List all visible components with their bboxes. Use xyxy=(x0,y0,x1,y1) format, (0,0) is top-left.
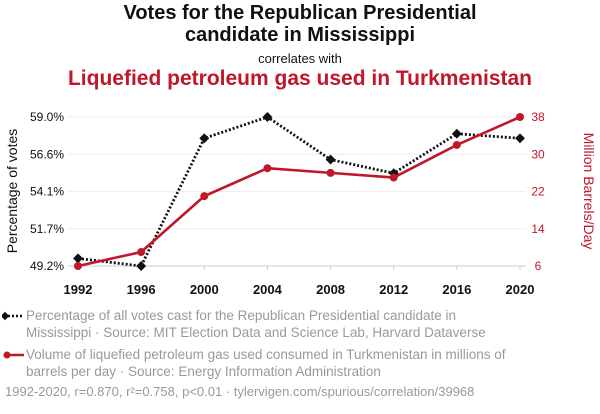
point-lpg xyxy=(452,140,461,149)
left-tick-label: 56.6% xyxy=(30,147,64,161)
point-lpg xyxy=(389,173,398,182)
x-tick-label: 2000 xyxy=(190,282,219,297)
point-votes xyxy=(451,128,462,139)
chart-title-line-1: Votes for the Republican Presidential xyxy=(123,2,477,24)
legend-lpg-line-1: Volume of liquefied petroleum gas used c… xyxy=(26,347,506,362)
gridlines xyxy=(68,116,526,267)
point-votes xyxy=(199,133,210,144)
left-tick-label: 59.0% xyxy=(30,110,64,124)
left-tick-label: 54.1% xyxy=(30,185,64,199)
right-tick-label: 6 xyxy=(535,259,542,273)
right-axis-ticks: 6 14 22 30 38 xyxy=(531,110,545,273)
series-line-lpg xyxy=(77,115,521,268)
x-tick-label: 2004 xyxy=(253,282,283,297)
point-lpg xyxy=(137,248,146,257)
right-tick-label: 22 xyxy=(531,185,545,199)
chart-title-line-2: candidate in Mississippi xyxy=(184,24,416,46)
point-lpg xyxy=(74,262,82,270)
legend-text-lpg: Volume of liquefied petroleum gas used c… xyxy=(26,346,596,380)
point-lpg xyxy=(263,164,272,173)
x-tick-label: 2016 xyxy=(442,282,471,297)
point-lpg xyxy=(200,192,209,201)
right-tick-label: 14 xyxy=(531,222,545,236)
point-lpg xyxy=(516,113,524,121)
x-tick-label: 2020 xyxy=(506,282,535,297)
chart-subtitle: Liquefied petroleum gas used in Turkmeni… xyxy=(67,67,533,90)
point-votes xyxy=(515,133,525,144)
left-axis-label: Percentage of votes xyxy=(4,129,20,254)
point-votes xyxy=(73,253,83,264)
point-votes xyxy=(325,154,336,165)
legend-swatch-votes xyxy=(2,311,24,321)
x-axis-ticks: 1992 1996 2000 2004 2008 2012 2016 2020 xyxy=(64,266,535,297)
series-layer xyxy=(73,112,525,271)
left-tick-label: 49.2% xyxy=(30,259,64,273)
left-axis-ticks: 49.2% 51.7% 54.1% 56.6% 59.0% xyxy=(30,110,64,273)
left-tick-label: 51.7% xyxy=(30,222,64,236)
x-tick-label: 2008 xyxy=(316,282,345,297)
right-tick-label: 38 xyxy=(531,110,545,124)
footer-stats: 1992-2020, r=0.870, r²=0.758, p<0.01 · t… xyxy=(5,384,475,399)
correlates-with-label: correlates with xyxy=(258,51,342,66)
x-tick-label: 1992 xyxy=(64,282,93,297)
right-axis-label: Million Barrels/Day xyxy=(581,133,597,250)
point-lpg xyxy=(326,168,335,177)
point-votes xyxy=(136,261,147,271)
legend-votes-line-2: Mississippi · Source: MIT Election Data … xyxy=(26,325,486,340)
legend-lpg-line-2: barrels per day · Source: Energy Informa… xyxy=(26,364,381,379)
legend-votes-line-1: Percentage of all votes cast for the Rep… xyxy=(26,308,457,323)
x-tick-label: 2012 xyxy=(379,282,408,297)
chart-title: Votes for the Republican Presidential ca… xyxy=(0,2,600,46)
right-tick-label: 30 xyxy=(531,147,545,161)
legend-swatch-lpg xyxy=(3,351,24,359)
x-tick-label: 1996 xyxy=(127,282,156,297)
legend-text-votes: Percentage of all votes cast for the Rep… xyxy=(26,307,596,341)
